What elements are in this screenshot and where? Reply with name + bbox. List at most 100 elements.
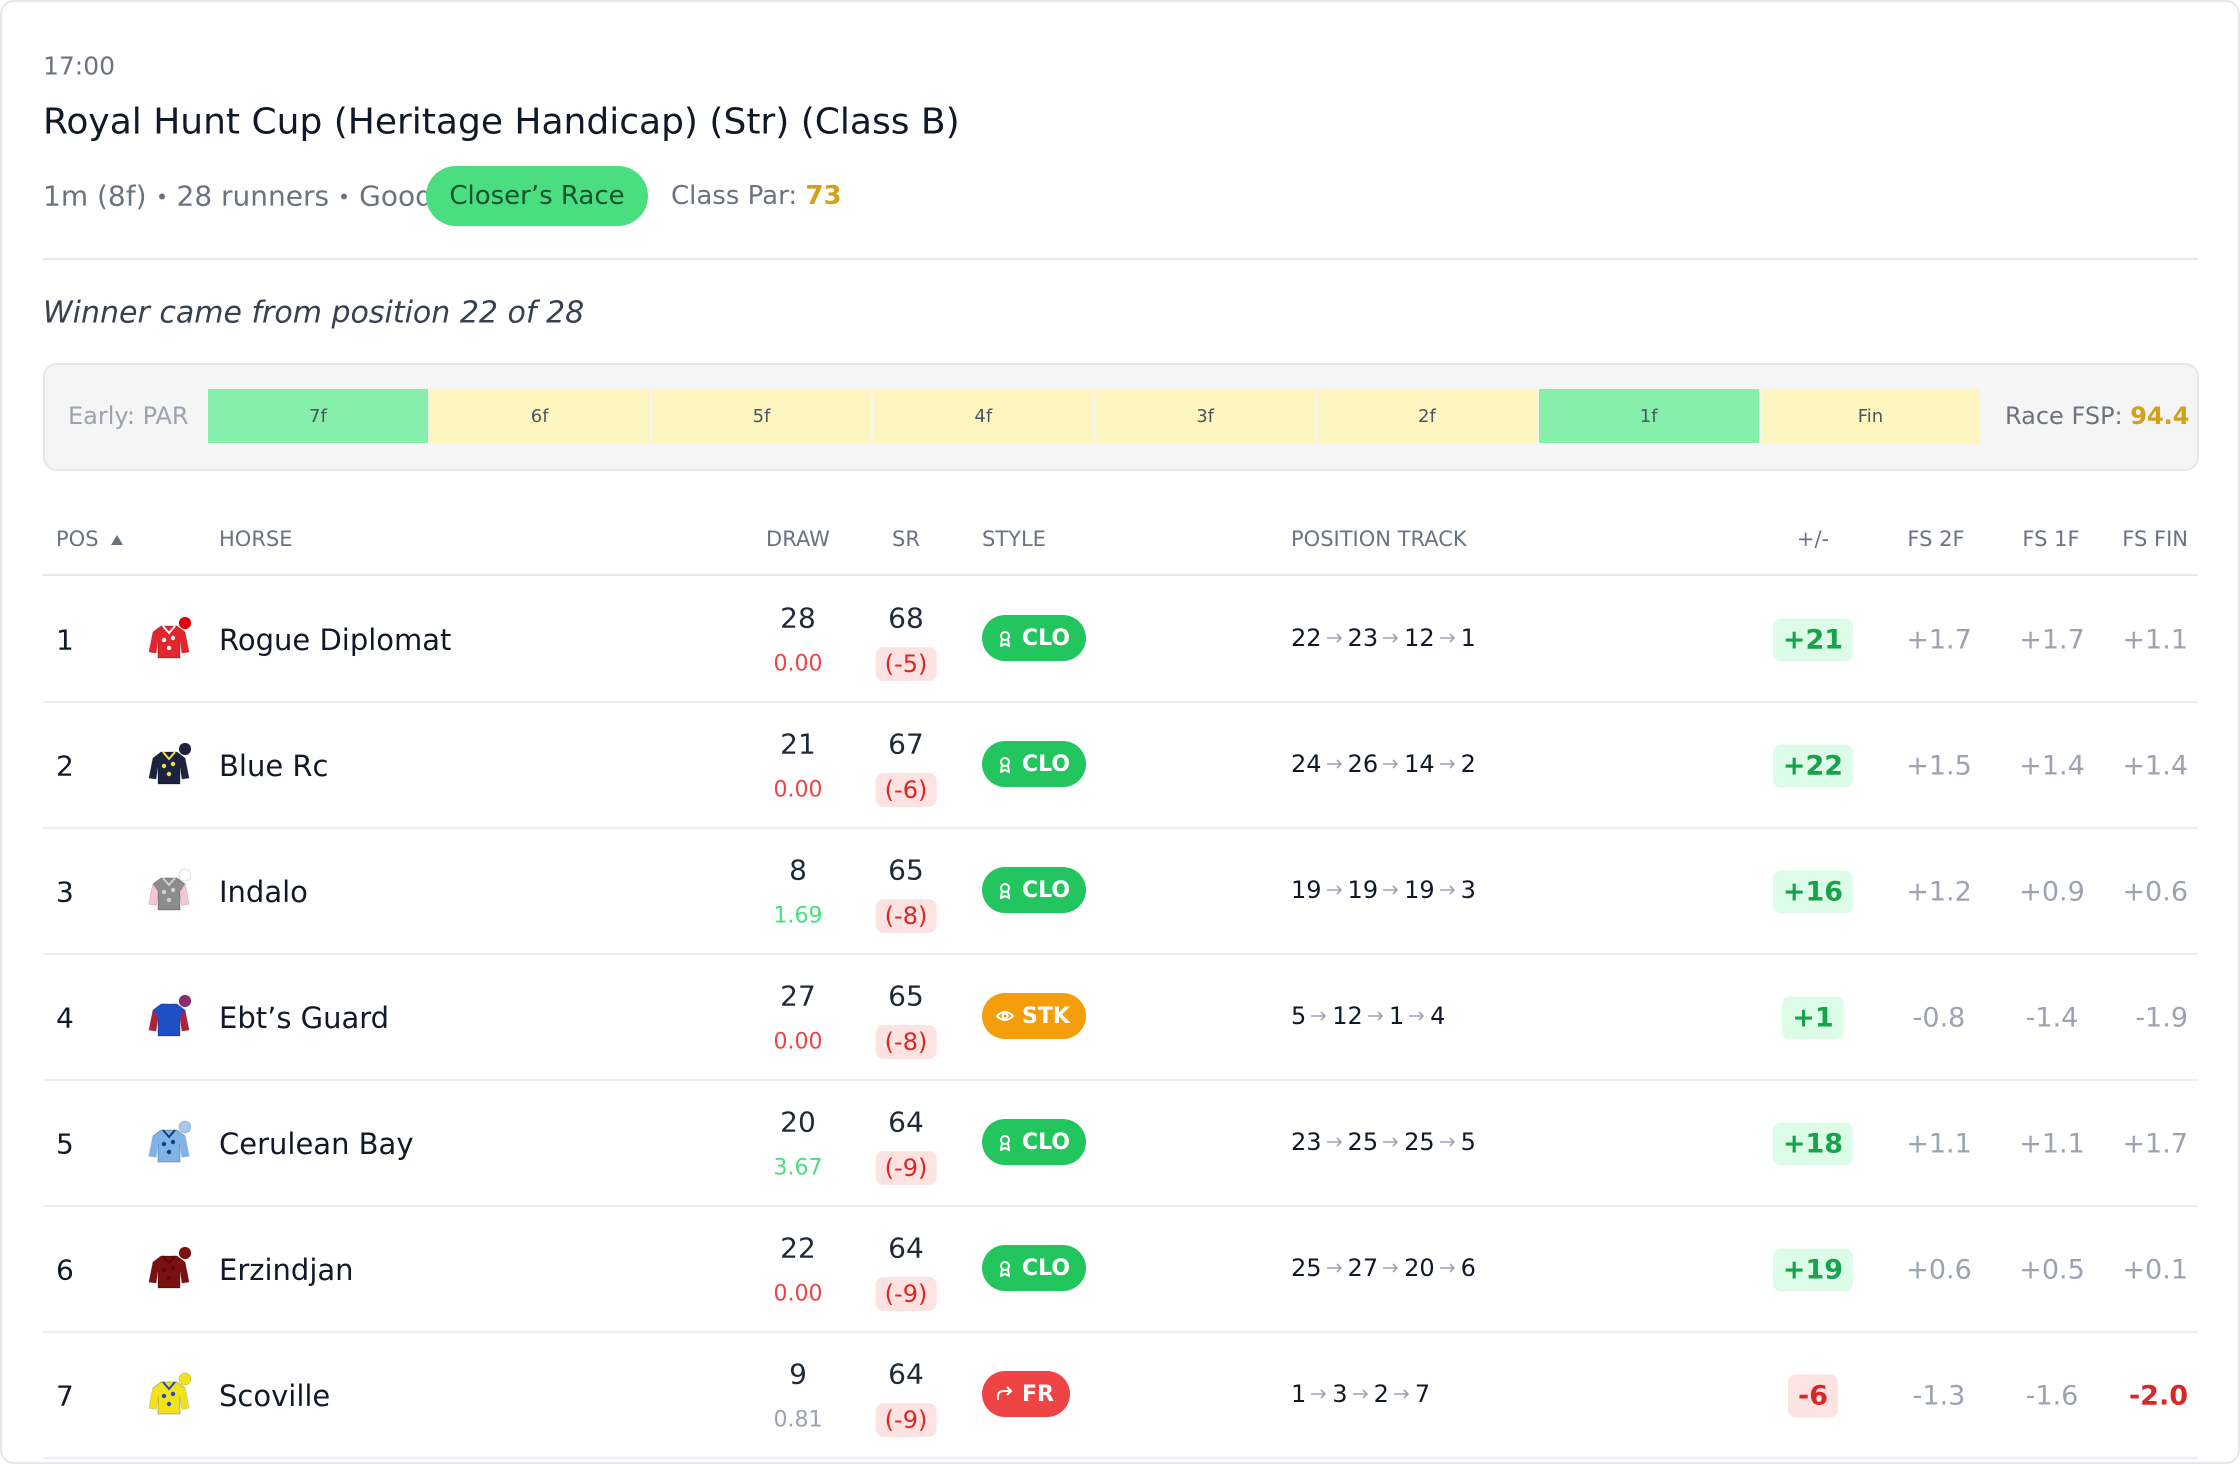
track-position: 6 bbox=[1460, 1254, 1476, 1282]
table-row[interactable]: 3 Indalo 8 1.69 65 (-8) CLO 19 19 19 3 +16 +1.2 +0.9… bbox=[43, 828, 2198, 955]
sr-diff: (-8) bbox=[875, 1025, 937, 1059]
sr-diff: (-6) bbox=[875, 773, 937, 807]
track-arrow bbox=[1439, 885, 1455, 895]
sr-diff: (-9) bbox=[875, 1403, 937, 1437]
separator bbox=[158, 193, 165, 199]
sr-diff: (-9) bbox=[875, 1151, 937, 1185]
position-diff: -6 bbox=[1788, 1374, 1838, 1418]
position-diff: +16 bbox=[1772, 870, 1854, 914]
track-arrow bbox=[1383, 633, 1399, 643]
draw-stat: 0.00 bbox=[773, 1281, 823, 1307]
position-track: 25 27 20 6 bbox=[1291, 1254, 1476, 1282]
column-header[interactable]: FS FIN bbox=[2122, 527, 2188, 551]
draw: 22 bbox=[780, 1231, 816, 1265]
class-par: Class Par: 73 bbox=[671, 181, 842, 211]
sectional-segment: 5f bbox=[651, 389, 872, 443]
position: 1 bbox=[56, 623, 74, 657]
style-icon bbox=[999, 883, 1011, 899]
fs-2f: +0.6 bbox=[1906, 1254, 1972, 1286]
fs-2f: -0.8 bbox=[1912, 1002, 1966, 1034]
track-position: 23 bbox=[1347, 624, 1379, 652]
column-header[interactable]: FS 2F bbox=[1907, 527, 1965, 551]
track-position: 1 bbox=[1388, 1002, 1405, 1030]
jockey-silk bbox=[148, 1246, 191, 1289]
position-diff: +21 bbox=[1772, 618, 1854, 662]
table-row[interactable]: 2 Blue Rc 21 0.00 67 (-6) CLO 24 26 14 2 +22 +1.5 +1… bbox=[43, 702, 2198, 829]
fs-1f: +0.9 bbox=[2019, 876, 2085, 908]
column-header[interactable]: FS 1F bbox=[2022, 527, 2080, 551]
table-row[interactable]: 4 Ebt’s Guard 27 0.00 65 (-8) STK 5 12 1 4 +1 -0.8-… bbox=[43, 954, 2198, 1081]
race-time: 17:00 bbox=[43, 51, 116, 81]
track-arrow bbox=[1393, 1389, 1409, 1399]
track-position: 22 bbox=[1291, 624, 1322, 652]
speed-rating: 64 bbox=[888, 1231, 924, 1265]
fs-2f: +1.2 bbox=[1906, 876, 1972, 908]
column-header[interactable]: HORSE bbox=[219, 527, 293, 551]
table-row[interactable]: 6 Erzindjan 22 0.00 64 (-9) CLO 25 27 20 6 +19 +0.6… bbox=[43, 1206, 2198, 1333]
jockey-silk bbox=[148, 742, 191, 785]
style-icon bbox=[999, 757, 1011, 773]
track-position: 19 bbox=[1404, 876, 1435, 904]
track-arrow bbox=[1439, 1137, 1455, 1147]
draw: 20 bbox=[780, 1105, 816, 1139]
table-row[interactable]: 1 Rogue Diplomat 28 0.00 68 (-5) CLO 22 23 12 1 +2… bbox=[43, 576, 2198, 703]
column-header[interactable]: DRAW bbox=[766, 527, 830, 551]
jockey-silk bbox=[148, 868, 191, 911]
column-header[interactable]: STYLE bbox=[982, 527, 1046, 551]
style-icon bbox=[997, 1386, 1013, 1400]
class-par-value: 73 bbox=[805, 181, 842, 211]
track-position: 19 bbox=[1347, 876, 1379, 904]
fs-1f: +1.7 bbox=[2019, 624, 2085, 656]
position: 6 bbox=[56, 1253, 74, 1287]
style-badge: CLO bbox=[982, 741, 1087, 787]
going: Good bbox=[359, 179, 433, 213]
draw-stat: 0.81 bbox=[773, 1407, 823, 1433]
column-header[interactable]: SR bbox=[892, 527, 920, 551]
track-position: 24 bbox=[1291, 750, 1322, 778]
horse-name: Erzindjan bbox=[219, 1253, 354, 1287]
track-position: 14 bbox=[1404, 750, 1435, 778]
sort-indicator bbox=[111, 535, 123, 545]
position-track: 24 26 14 2 bbox=[1291, 750, 1476, 778]
column-header[interactable]: POS bbox=[56, 527, 99, 551]
horse-name: Ebt’s Guard bbox=[219, 1001, 390, 1035]
track-arrow bbox=[1383, 1263, 1399, 1273]
column-header[interactable]: +/- bbox=[1796, 527, 1830, 551]
race-meta: 1m (8f) 28 runners Good bbox=[43, 180, 433, 213]
track-position: 5 bbox=[1291, 1002, 1307, 1030]
style-label: STK bbox=[1022, 1003, 1070, 1029]
track-position: 1 bbox=[1291, 1380, 1307, 1408]
position-track: 23 25 25 5 bbox=[1291, 1128, 1476, 1156]
position: 5 bbox=[56, 1127, 74, 1161]
speed-rating: 65 bbox=[888, 853, 924, 887]
style-icon bbox=[999, 631, 1011, 647]
table-row[interactable]: 7 Scoville 9 0.81 64 (-9) FR 1 3 2 7 -6 -1.3 -1.6 -2.… bbox=[43, 1332, 2198, 1459]
sr-diff: (-8) bbox=[875, 899, 937, 933]
fs-1f: -1.6 bbox=[2025, 1380, 2079, 1412]
speed-rating: 68 bbox=[888, 601, 924, 635]
style-badge: FR bbox=[982, 1371, 1070, 1417]
draw: 8 bbox=[789, 853, 807, 887]
track-position: 12 bbox=[1332, 1002, 1363, 1030]
distance: 1m (8f) bbox=[43, 179, 147, 213]
track-arrow bbox=[1439, 759, 1455, 769]
track-arrow bbox=[1311, 1389, 1327, 1399]
fs-2f: +1.1 bbox=[1906, 1128, 1972, 1160]
jockey-silk bbox=[148, 1120, 191, 1163]
track-arrow bbox=[1409, 1011, 1425, 1021]
track-arrow bbox=[1326, 633, 1342, 643]
horse-name: Indalo bbox=[219, 875, 308, 909]
track-position: 25 bbox=[1347, 1128, 1379, 1156]
column-header[interactable]: POSITION TRACK bbox=[1291, 527, 1467, 551]
track-arrow bbox=[1383, 759, 1399, 769]
position-track: 19 19 19 3 bbox=[1291, 876, 1476, 904]
table-row[interactable]: 5 Cerulean Bay 20 3.67 64 (-9) CLO 23 25 25 5 +18 +… bbox=[43, 1080, 2198, 1207]
style-icon bbox=[999, 1261, 1011, 1277]
speed-rating: 64 bbox=[888, 1105, 924, 1139]
runners: 28 runners bbox=[176, 179, 330, 213]
track-position: 20 bbox=[1404, 1254, 1435, 1282]
track-position: 5 bbox=[1460, 1128, 1476, 1156]
track-arrow bbox=[1367, 1011, 1383, 1021]
style-label: CLO bbox=[1022, 1129, 1071, 1155]
